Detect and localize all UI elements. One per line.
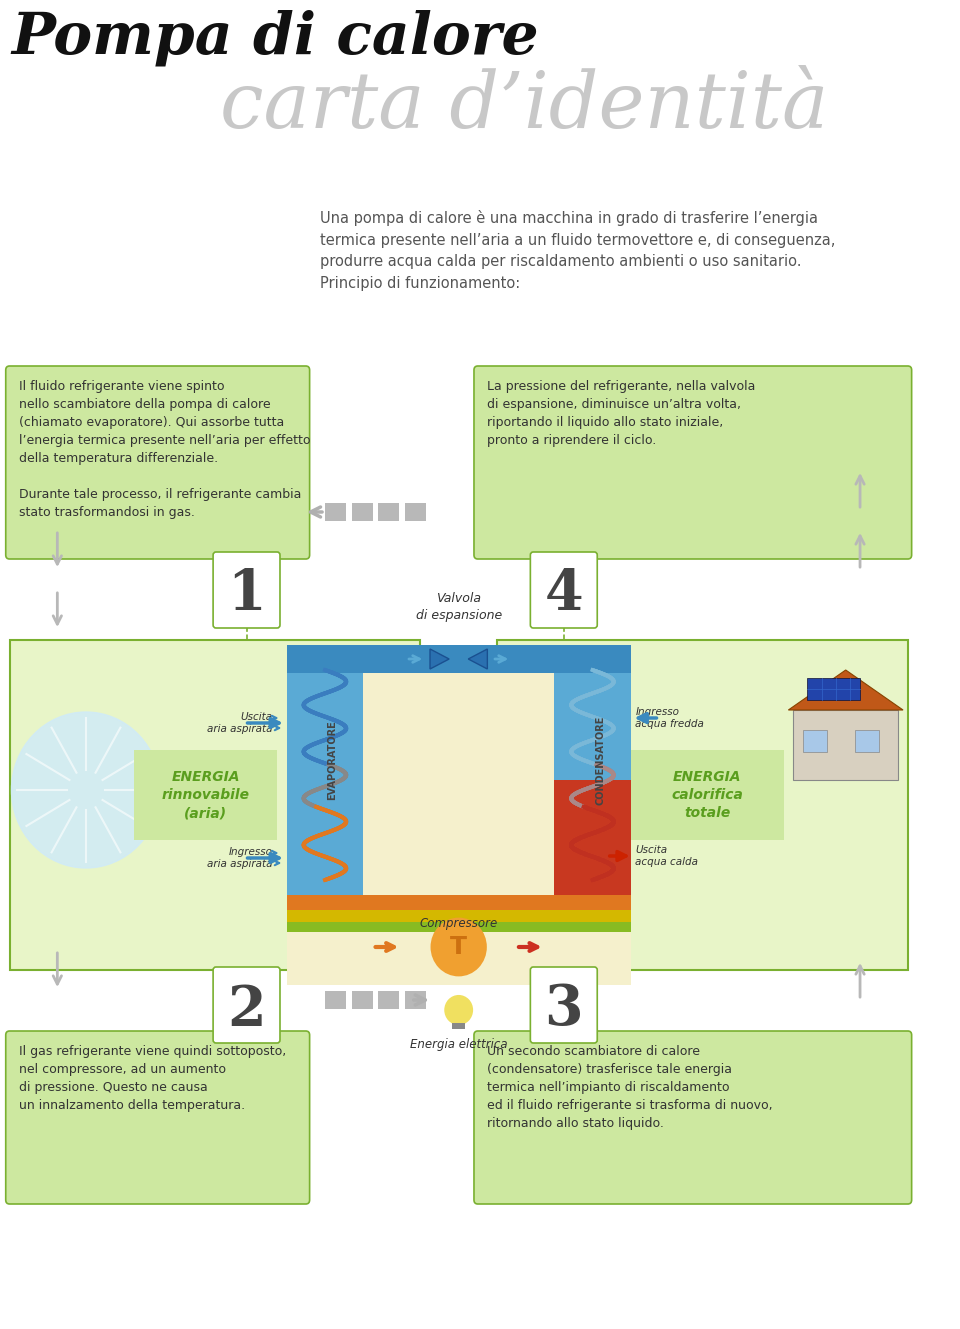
Text: Un secondo scambiatore di calore
(condensatore) trasferisce tale energia
termica: Un secondo scambiatore di calore (conden… [488,1045,773,1130]
Bar [351,502,372,521]
Bar [793,710,899,780]
FancyBboxPatch shape [213,552,280,629]
Text: Valvola
di espansione: Valvola di espansione [416,591,502,622]
Bar [803,730,827,752]
Bar [324,991,346,1009]
Bar [287,922,631,932]
Circle shape [445,995,472,1025]
Polygon shape [430,649,449,668]
Text: Ingresso
acqua fredda: Ingresso acqua fredda [636,707,705,730]
Bar [405,502,426,521]
Bar [405,991,426,1009]
Text: Il fluido refrigerante viene spinto
nello scambiatore della pompa di calore
(chi: Il fluido refrigerante viene spinto nell… [19,380,311,520]
Text: T: T [450,936,468,960]
Text: 2: 2 [228,982,266,1038]
Text: Ingresso
aria aspirata: Ingresso aria aspirata [206,847,273,869]
Polygon shape [468,649,488,668]
Bar [631,750,783,840]
Circle shape [12,712,160,868]
Bar [378,991,399,1009]
Bar [324,502,346,521]
Bar [287,645,631,672]
Text: Una pompa di calore è una macchina in grado di trasferire l’energia
termica pres: Una pompa di calore è una macchina in gr… [320,210,835,291]
Text: 1: 1 [228,567,266,622]
Polygon shape [788,670,903,710]
FancyBboxPatch shape [530,552,597,629]
FancyBboxPatch shape [530,968,597,1043]
Text: 4: 4 [544,567,583,622]
Bar [287,910,631,925]
Text: 3: 3 [544,982,583,1038]
Bar [287,894,631,913]
FancyBboxPatch shape [6,1031,310,1204]
Circle shape [432,918,486,975]
Text: Compressore: Compressore [420,917,498,930]
Bar [378,502,399,521]
Text: CONDENSATORE: CONDENSATORE [595,715,605,804]
Text: ENERGIA
calorifica
totale: ENERGIA calorifica totale [671,769,743,820]
FancyBboxPatch shape [497,641,908,970]
FancyBboxPatch shape [6,365,310,560]
FancyBboxPatch shape [213,968,280,1043]
FancyBboxPatch shape [474,365,912,560]
Bar [287,661,363,900]
Bar [855,730,879,752]
Bar [287,645,631,985]
FancyBboxPatch shape [474,1031,912,1204]
Bar [133,750,277,840]
Text: Uscita
aria aspirata: Uscita aria aspirata [206,712,273,734]
Bar [351,991,372,1009]
Text: Energia elettrica: Energia elettrica [410,1038,508,1051]
Text: Pompa di calore: Pompa di calore [12,11,540,66]
Bar [452,1023,466,1029]
Text: ENERGIA
rinnovabile
(aria): ENERGIA rinnovabile (aria) [161,769,250,820]
Bar [554,661,631,780]
Bar [807,678,860,700]
Text: Uscita
acqua calda: Uscita acqua calda [636,845,699,868]
Bar [554,780,631,900]
FancyBboxPatch shape [10,641,420,970]
Text: carta d’identità: carta d’identità [220,68,828,145]
Text: EVAPORATORE: EVAPORATORE [327,720,338,800]
Text: La pressione del refrigerante, nella valvola
di espansione, diminuisce un’altra : La pressione del refrigerante, nella val… [488,380,756,447]
Text: Il gas refrigerante viene quindi sottoposto,
nel compressore, ad un aumento
di p: Il gas refrigerante viene quindi sottopo… [19,1045,286,1112]
